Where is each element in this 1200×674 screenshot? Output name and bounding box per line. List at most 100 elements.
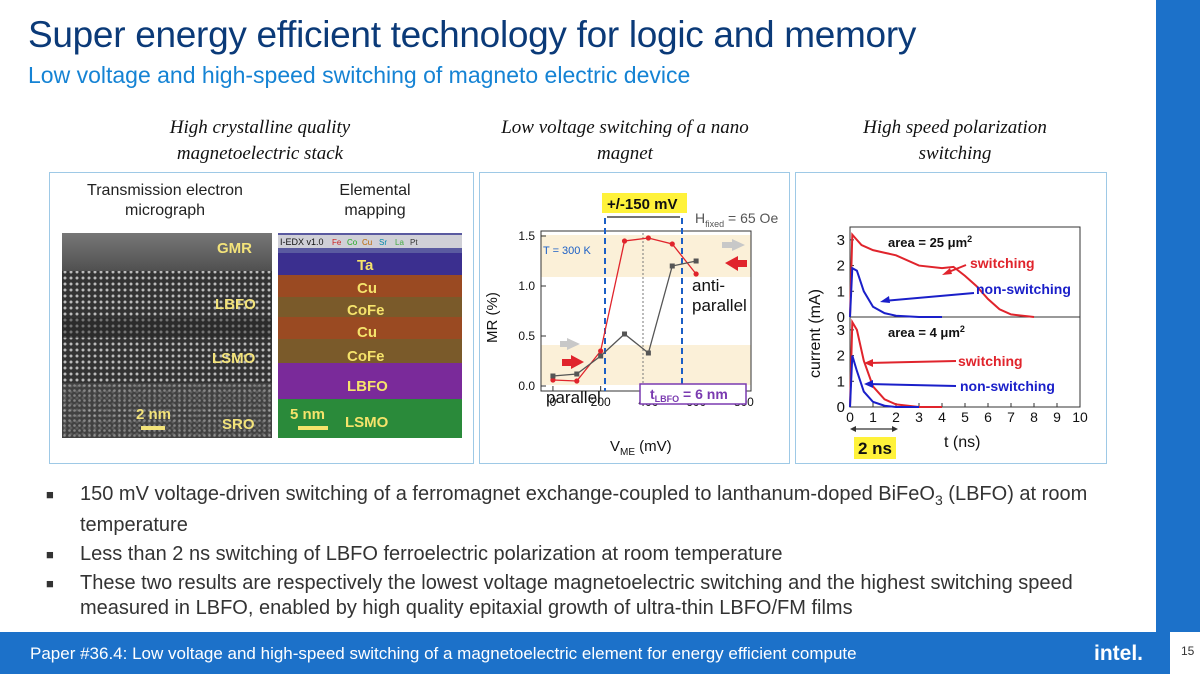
current-ytick-label-top: 1 xyxy=(837,283,845,300)
column-heading-voltage-line2: magnet xyxy=(597,143,653,164)
mr-point xyxy=(598,348,604,354)
edx-legend-cu: Cu xyxy=(362,238,372,247)
tem-panel: Transmission electron micrograph Element… xyxy=(49,172,474,464)
mr-xtick-label: 200 xyxy=(591,395,611,409)
mr-point xyxy=(574,371,580,377)
column-heading-speed: High speed polarization switching xyxy=(805,115,1105,167)
current-top-switching-line xyxy=(849,232,1035,318)
current-arrowhead-bottom-nonswitching xyxy=(864,380,873,388)
current-ylabel: current (mA) xyxy=(807,289,824,378)
current-bottom-non-switching-line xyxy=(849,355,919,408)
current-2ns-arrowhead-right xyxy=(892,426,898,432)
current-ytick-label-bottom: 2 xyxy=(837,348,845,365)
column-heading-voltage: Low voltage switching of a nano magnet xyxy=(460,115,790,167)
mr-point xyxy=(645,235,651,241)
edx-scale-label: 5 nm xyxy=(290,406,325,423)
mr-chart: 1.51.00.50.0 0200400600800 +/-150 mV Hfi… xyxy=(484,193,778,458)
edx-legend-sr: Sr xyxy=(379,238,387,247)
mr-ytick-label: 0.0 xyxy=(518,379,535,393)
page-title: Super energy efficient technology for lo… xyxy=(28,14,917,55)
mr-ytick-label: 0.5 xyxy=(518,329,535,343)
current-ytick-label-top: 2 xyxy=(837,258,845,275)
current-top-area-label: area = 25 μm2 xyxy=(888,234,972,250)
current-2ns-label: 2 ns xyxy=(858,439,892,458)
bullet-list: ■ 150 mV voltage-driven switching of a f… xyxy=(46,482,1140,621)
page-number: 15 xyxy=(1181,644,1195,658)
right-accent-bar xyxy=(1156,0,1200,632)
current-panel: 3 2 1 0 3 2 1 0 0 1 2 3 4 5 6 7 8 9 10 area = 25 μm2 area … xyxy=(795,172,1107,464)
mr-point xyxy=(598,353,604,359)
mr-label-anti: anti- xyxy=(692,276,725,295)
intel-logo: intel. xyxy=(1094,642,1144,665)
mr-arrow-parallel xyxy=(562,355,584,369)
edx-label-cu-2: Cu xyxy=(357,324,377,341)
mr-tlbfo-label: tLBFO = 6 nm xyxy=(650,386,728,404)
current-xtick-label: 1 xyxy=(869,409,877,425)
current-arrow-bottom-switching xyxy=(867,360,957,364)
edx-label-ta: Ta xyxy=(357,257,374,274)
bullet-marker: ■ xyxy=(46,576,54,591)
current-xtick-label: 2 xyxy=(892,409,900,425)
current-ytick-label-bottom: 1 xyxy=(837,373,845,390)
current-arrowhead-top-switching xyxy=(942,268,952,275)
bullet-item-2: ■ Less than 2 ns switching of LBFO ferro… xyxy=(46,542,1140,567)
current-xtick-label: 8 xyxy=(1030,409,1038,425)
current-arrowhead-bottom-switching xyxy=(864,359,873,367)
mr-point xyxy=(574,378,580,384)
current-xtick-label: 0 xyxy=(846,409,854,425)
edx-label-cofe-2: CoFe xyxy=(347,348,385,365)
column-heading-voltage-line1: Low voltage switching of a nano xyxy=(501,117,749,138)
tem-label-lbfo: LBFO xyxy=(215,296,256,313)
mr-arrow-anti xyxy=(725,256,747,271)
current-2ns-label-bg xyxy=(854,437,896,459)
current-arrow-bottom-nonswitching xyxy=(867,383,957,387)
current-arrowhead-top-nonswitching xyxy=(880,296,890,303)
column-heading-stack: High crystalline quality magnetoelectric… xyxy=(110,115,410,167)
current-label-top-nonswitching: non-switching xyxy=(976,281,1071,297)
column-heading-stack-line2: magnetoelectric stack xyxy=(176,143,344,164)
bullet-item-3: ■ These two results are respectively the… xyxy=(46,571,1140,621)
tem-caption-right: Elemental mapping xyxy=(280,181,470,221)
tem-scale-label: 2 nm xyxy=(136,406,171,423)
mr-xlabel: VME (mV) xyxy=(610,438,672,458)
edx-legend-la: La xyxy=(395,238,404,247)
mr-label-parallel-top: parallel xyxy=(692,296,747,315)
current-ytick-label-bottom: 0 xyxy=(837,399,845,416)
bullet-text-2: Less than 2 ns switching of LBFO ferroel… xyxy=(80,543,783,565)
current-ytick-label-top: 3 xyxy=(837,232,845,249)
edx-label-lbfo: LBFO xyxy=(347,378,388,395)
current-xtick-label: 4 xyxy=(938,409,946,425)
tem-caption-right-line1: Elemental xyxy=(339,182,411,199)
footer-bar xyxy=(0,632,1170,674)
mr-point xyxy=(693,271,699,277)
mr-ytick-label: 1.5 xyxy=(518,229,535,243)
mr-point xyxy=(669,263,675,269)
current-bottom-area-label: area = 4 μm2 xyxy=(888,324,965,340)
bullet-text-1-sub: 3 xyxy=(934,492,943,508)
current-xtick-label: 9 xyxy=(1053,409,1061,425)
mr-arrow-gray-top xyxy=(722,239,745,251)
bullet-marker: ■ xyxy=(46,487,54,502)
tem-scale-bar xyxy=(141,426,165,430)
tem-caption-left: Transmission electron micrograph xyxy=(60,181,270,221)
bullet-item-1: ■ 150 mV voltage-driven switching of a f… xyxy=(46,482,1140,538)
edx-legend-co: Co xyxy=(347,238,358,247)
tem-label-lsmo: LSMO xyxy=(212,350,256,367)
mr-point xyxy=(669,241,675,247)
bullet-text-1b: (LBFO) at room temperature xyxy=(80,483,1088,536)
current-xtick-label: 10 xyxy=(1072,409,1088,425)
current-xtick-label: 5 xyxy=(961,409,969,425)
mr-top-label-bg xyxy=(602,193,687,213)
current-xlabel: t (ns) xyxy=(944,434,980,451)
current-arrow-top-nonswitching xyxy=(883,292,975,302)
edx-scale-bar xyxy=(298,426,328,430)
current-2ns-arrowhead-left xyxy=(850,426,856,432)
edx-legend-title: I-EDX v1.0 xyxy=(280,237,324,247)
current-label-bottom-nonswitching: non-switching xyxy=(960,378,1055,394)
column-heading-stack-line1: High crystalline quality xyxy=(169,117,351,138)
edx-legend-box xyxy=(278,235,462,248)
tem-caption-right-line2: mapping xyxy=(344,202,406,219)
mr-tlbfo-box xyxy=(639,383,747,405)
mr-point xyxy=(621,238,628,244)
